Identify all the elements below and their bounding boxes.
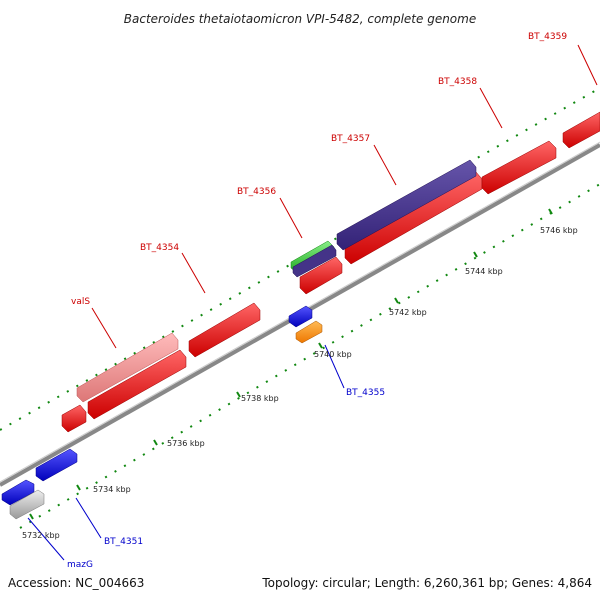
map-title: Bacteroides thetaiotaomicron VPI-5482, c… [124,12,476,26]
gene-arrow[interactable] [61,404,87,433]
gene-arrow-valS-highlight[interactable] [76,332,179,403]
gene-arrow-valS[interactable] [87,349,187,420]
tick-label: 5746 kbp [540,226,578,235]
gene-arrow-BT_4356-purple[interactable] [292,244,337,278]
forward-genes [61,111,600,433]
gene-arrow-BT_4356[interactable] [299,256,343,295]
gene-label-BT_4356[interactable]: BT_4356 [237,187,276,197]
tick-label: 5740 kbp [314,350,352,359]
gene-arrow-BT_4357-purple[interactable] [336,159,477,251]
gene-label-mazG[interactable]: mazG [67,560,93,570]
gene-labels: BT_4359 BT_4358 BT_4357 BT_4356 BT_4354 … [67,32,567,570]
tick-label: 5738 kbp [241,394,279,403]
tick-labels: 5732 kbp 5734 kbp 5736 kbp 5738 kbp 5740… [22,226,578,540]
gene-arrow-mazG[interactable] [9,489,45,520]
tick-label: 5732 kbp [22,531,60,540]
gene-label-BT_4355[interactable]: BT_4355 [346,388,385,398]
accession-text: Accession: NC_004663 [8,576,144,590]
tick-label: 5742 kbp [389,308,427,317]
gene-label-BT_4359[interactable]: BT_4359 [528,32,567,42]
gene-arrow-BT_4355-blue[interactable] [288,305,313,328]
tick-label: 5736 kbp [167,439,205,448]
gene-label-BT_4351[interactable]: BT_4351 [104,537,143,547]
tick-label: 5734 kbp [93,485,131,494]
reverse-genes [1,305,323,520]
genome-summary-text: Topology: circular; Length: 6,260,361 bp… [261,576,592,590]
gene-label-BT_4357[interactable]: BT_4357 [331,134,370,144]
gene-label-BT_4358[interactable]: BT_4358 [438,77,477,87]
gene-label-BT_4354[interactable]: BT_4354 [140,243,179,253]
gene-label-valS[interactable]: valS [71,297,90,307]
tick-marks [29,208,553,520]
label-leaders [27,44,598,561]
gene-arrow-BT_4351[interactable] [35,448,78,482]
gene-arrow-BT_4359[interactable] [562,111,600,149]
reverse-dotted-ring [19,183,600,529]
tick-label: 5744 kbp [465,267,503,276]
gene-arrow-BT_4354[interactable] [188,302,261,358]
gene-arrow-BT_4358[interactable] [481,140,557,195]
gene-arrow-BT_4355[interactable] [295,320,323,344]
